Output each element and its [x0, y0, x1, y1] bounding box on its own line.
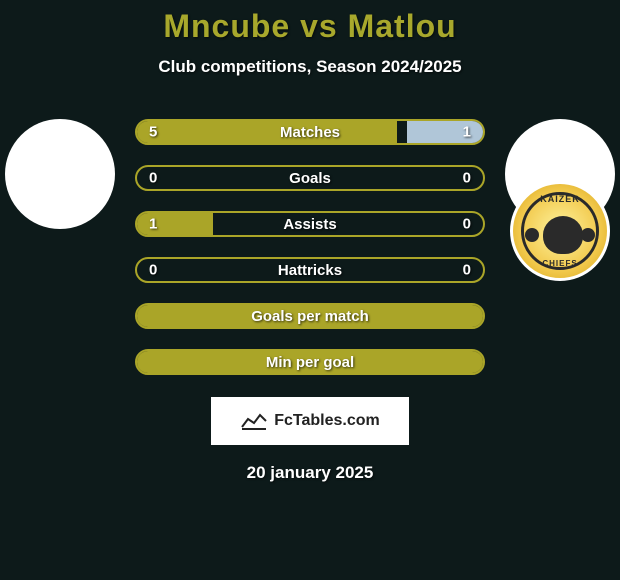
bar-value-left: 1: [149, 216, 157, 233]
bar-value-right: 1: [463, 124, 471, 141]
bar-value-right: 0: [463, 170, 471, 187]
bar-right-fill: [407, 121, 483, 143]
bar-left-fill: [137, 121, 397, 143]
stat-bar: 1 Assists 0: [135, 211, 485, 237]
bar-label: Matches: [280, 124, 340, 141]
kaizer-chiefs-badge-icon: KAIZER CHIEFS: [510, 181, 610, 281]
player-right-club-badge: KAIZER CHIEFS: [510, 181, 610, 281]
watermark: FcTables.com: [211, 397, 409, 445]
stats-area: KAIZER CHIEFS 5Matches10Goals01Assists00…: [0, 119, 620, 375]
watermark-text: FcTables.com: [274, 412, 380, 430]
bar-label: Min per goal: [266, 354, 354, 371]
page-title: Mncube vs Matlou: [0, 8, 620, 45]
stat-bar: Min per goal: [135, 349, 485, 375]
stat-bar: 5 Matches 1: [135, 119, 485, 145]
date: 20 january 2025: [0, 463, 620, 483]
stat-bar: Goals per match: [135, 303, 485, 329]
bar-value-left: 0: [149, 170, 157, 187]
stat-bar: 0 Goals 0: [135, 165, 485, 191]
stat-bars: 5 Matches 1 0 Goals 0 1 Assists 0 0 Hattricks 0 Goal…: [135, 119, 485, 375]
subtitle: Club competitions, Season 2024/2025: [0, 57, 620, 77]
bar-value-right: 0: [463, 262, 471, 279]
bar-label: Hattricks: [278, 262, 342, 279]
player-left-shadow: [18, 165, 114, 183]
bar-value-right: 0: [463, 216, 471, 233]
bar-value-left: 0: [149, 262, 157, 279]
bar-label: Goals: [289, 170, 331, 187]
bar-label: Goals per match: [251, 308, 369, 325]
bar-value-left: 5: [149, 124, 157, 141]
bar-label: Assists: [283, 216, 336, 233]
fctables-logo-icon: [240, 411, 268, 431]
stat-bar: 0 Hattricks 0: [135, 257, 485, 283]
